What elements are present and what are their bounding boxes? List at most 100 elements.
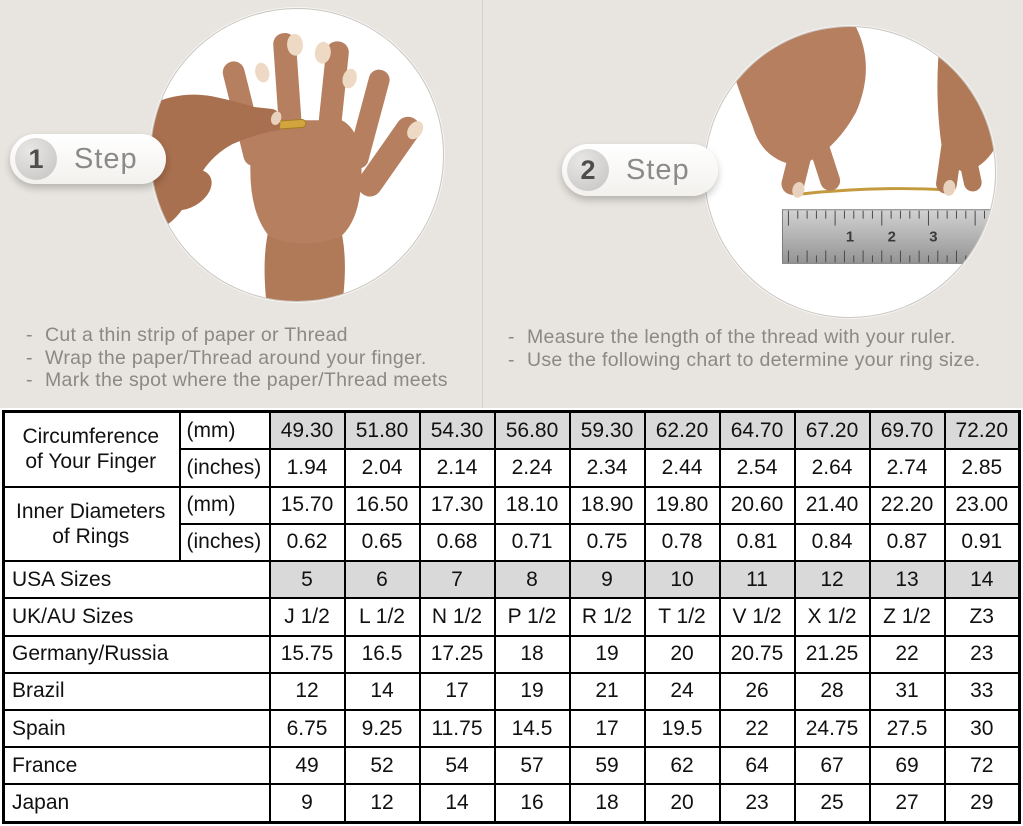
size-value-cell: 17 (418, 671, 496, 711)
size-value-cell: 23 (943, 634, 1021, 674)
size-value-cell: 31 (868, 671, 946, 711)
step2-label: Step (626, 153, 690, 186)
size-value-cell: 23 (718, 783, 796, 824)
svg-text:1: 1 (846, 230, 854, 246)
size-value-cell: 25 (793, 783, 871, 824)
size-value-cell: 20 (643, 634, 721, 674)
svg-text:3: 3 (929, 230, 937, 246)
size-value-cell: 9 (268, 783, 346, 824)
size-value-cell: 8 (493, 560, 571, 600)
svg-text:2: 2 (888, 230, 896, 246)
bullet-dash: - (508, 326, 515, 348)
size-value-cell: 14 (343, 671, 421, 711)
touching-fingernail (270, 111, 282, 126)
size-value-cell: 1.94 (268, 448, 346, 488)
size-value-cell: 2.24 (493, 448, 571, 488)
size-value-cell: 72.20 (943, 410, 1021, 451)
size-value-cell: 15.75 (268, 634, 346, 674)
ring-size-table-body: Circumference of Your Finger (mm) 49.30 51.8… (2, 410, 1021, 824)
size-value-cell: 17 (568, 708, 646, 749)
size-value-cell: 19.5 (643, 708, 721, 749)
instruction-text: Cut a thin strip of paper or Thread (45, 324, 348, 346)
table-row: France 49 52 54 57 59 62 64 67 69 72 (2, 746, 1021, 786)
instruction-text: Mark the spot where the paper/Thread mee… (45, 369, 448, 391)
label-line: Circumference (22, 425, 160, 449)
step1-label: Step (74, 142, 138, 175)
size-value-cell: 22 (868, 634, 946, 674)
bullet-dash: - (26, 324, 33, 346)
size-value-cell: 18 (493, 634, 571, 674)
instruction-line: - Wrap the paper/Thread around your fing… (26, 347, 481, 370)
size-value-cell: 69.70 (868, 410, 946, 451)
size-value-cell: 0.75 (568, 522, 646, 563)
table-row: Spain 6.75 9.25 11.75 14.5 17 19.5 22 24.75 27.5 3… (2, 708, 1021, 749)
size-value-cell: 12 (793, 560, 871, 600)
size-value-cell: 62.20 (643, 410, 721, 451)
size-value-cell: 12 (268, 671, 346, 711)
size-value-cell: 2.64 (793, 448, 871, 488)
hand-with-ring-illustration (151, 33, 424, 301)
region-label: Japan (2, 783, 271, 824)
measure-group-label: Circumference of Your Finger (2, 410, 181, 488)
size-value-cell: 14 (943, 560, 1021, 600)
size-value-cell: 72 (943, 746, 1021, 786)
instruction-line: - Cut a thin strip of paper or Thread (26, 324, 481, 347)
region-label: France (2, 746, 271, 786)
size-value-cell: 59.30 (568, 410, 646, 451)
size-value-cell: Z3 (943, 597, 1021, 637)
size-value-cell: 0.87 (868, 522, 946, 563)
instruction-line: - Measure the length of the thread with … (508, 326, 1020, 349)
size-value-cell: 9 (568, 560, 646, 600)
region-label: Spain (2, 708, 271, 749)
size-value-cell: 16 (493, 783, 571, 824)
size-value-cell: 29 (943, 783, 1021, 824)
size-value-cell: 15.70 (268, 485, 346, 525)
gold-ring (276, 118, 307, 130)
table-row: Circumference of Your Finger (mm) 49.30 51.8… (2, 410, 1021, 488)
size-value-cell: 19 (493, 671, 571, 711)
touching-hand (151, 94, 281, 228)
size-value-cell: 7 (418, 560, 496, 600)
instruction-text: Measure the length of the thread with yo… (527, 326, 956, 348)
size-value-cell: 16.50 (343, 485, 421, 525)
size-value-cell: 24 (643, 671, 721, 711)
instruction-text: Wrap the paper/Thread around your finger… (45, 346, 427, 369)
size-value-cell: 18 (568, 783, 646, 824)
step1-photo (150, 8, 444, 302)
step2-instructions: - Measure the length of the thread with … (508, 326, 1020, 371)
size-value-cell: 0.68 (418, 522, 496, 563)
size-value-cell: 2.54 (718, 448, 796, 488)
size-value-cell: 0.78 (643, 522, 721, 563)
size-value-cell: 51.80 (343, 410, 421, 451)
size-value-cell: T 1/2 (643, 597, 721, 637)
size-value-cell: 17.30 (418, 485, 496, 525)
size-value-cell: 2.04 (343, 448, 421, 488)
instruction-line: - Mark the spot where the paper/Thread m… (26, 369, 481, 392)
size-value-cell: 2.14 (418, 448, 496, 488)
size-value-cell: V 1/2 (718, 597, 796, 637)
size-value-cell: 5 (268, 560, 346, 600)
size-value-cell: 52 (343, 746, 421, 786)
size-value-cell: 0.81 (718, 522, 796, 563)
size-value-cell: 0.65 (343, 522, 421, 563)
size-value-cell: 69 (868, 746, 946, 786)
measure-group-label: Inner Diameters of Rings (2, 485, 181, 563)
size-value-cell: Z 1/2 (868, 597, 946, 637)
size-value-cell: 2.34 (568, 448, 646, 488)
size-value-cell: 24.75 (793, 708, 871, 749)
size-value-cell: 27 (868, 783, 946, 824)
size-value-cell: 21.25 (793, 634, 871, 674)
hands-measuring-thread-illustration: 1 2 3 (719, 27, 995, 264)
size-value-cell: 27.5 (868, 708, 946, 749)
size-value-cell: 18.90 (568, 485, 646, 525)
left-hand (719, 27, 866, 198)
size-value-cell: 2.44 (643, 448, 721, 488)
size-value-cell: 49.30 (268, 410, 346, 451)
bullet-dash: - (26, 346, 33, 369)
step2-badge: 2 Step (562, 144, 718, 196)
size-value-cell: 33 (943, 671, 1021, 711)
region-label: Brazil (2, 671, 271, 711)
size-value-cell: 0.62 (268, 522, 346, 563)
label-line: Inner Diameters (16, 499, 166, 523)
